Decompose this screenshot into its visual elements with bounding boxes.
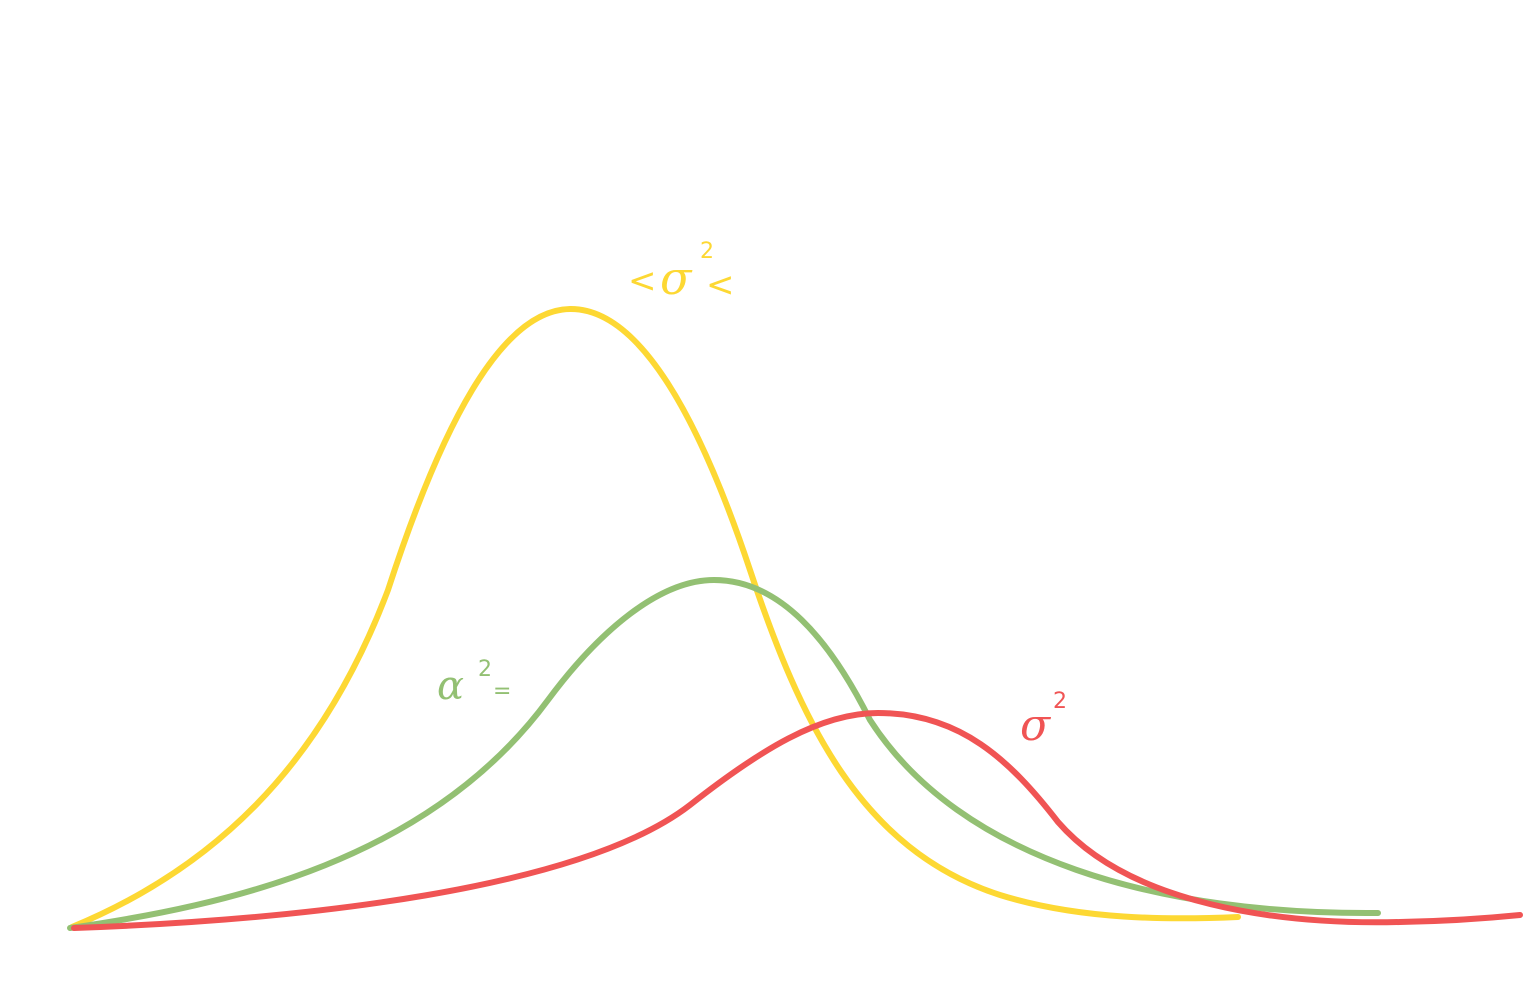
- yellow-label-superscript: 2: [700, 239, 714, 264]
- yellow-label-less-than-left: <: [628, 261, 657, 301]
- yellow-distribution-curve: [69, 305, 1241, 930]
- red-distribution-curve: [71, 710, 1523, 931]
- red-curve-label: σ 2: [1020, 689, 1067, 751]
- red-label-sigma: σ: [1020, 700, 1052, 751]
- green-label-alpha: α: [437, 663, 464, 709]
- green-label-equals: =: [493, 679, 511, 704]
- yellow-curve-label: < σ 2 <: [628, 239, 735, 305]
- green-curve-label: α 2 =: [437, 657, 511, 709]
- red-label-superscript: 2: [1053, 689, 1067, 714]
- yellow-label-sigma: σ: [660, 251, 693, 305]
- green-label-superscript: 2: [478, 657, 492, 682]
- yellow-label-less-than-right: <: [706, 265, 735, 305]
- green-distribution-curve: [67, 577, 1381, 931]
